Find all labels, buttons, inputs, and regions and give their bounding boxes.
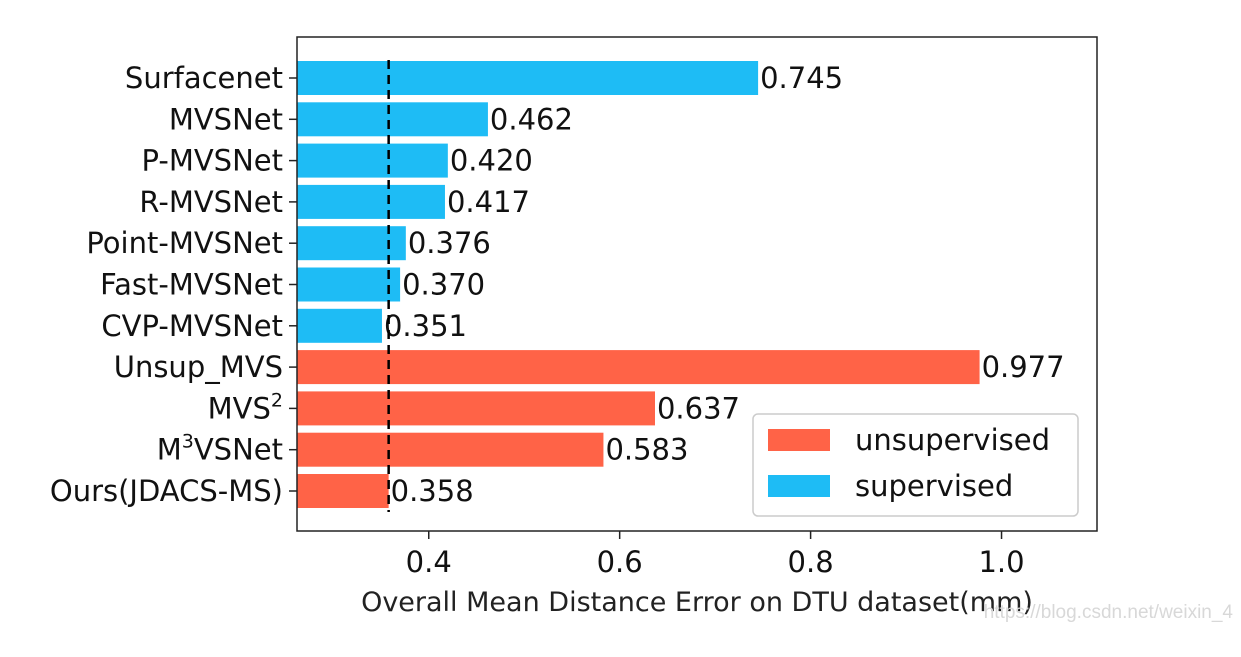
bar [297,102,488,137]
value-label: 0.417 [447,185,530,219]
x-axis-label: Overall Mean Distance Error on DTU datas… [361,587,1033,618]
category-label: MVS2 [208,389,283,425]
category-label-part: CVP-MVSNet [101,309,283,343]
value-label: 0.462 [490,102,573,136]
category-label-part: Point-MVSNet [86,226,283,260]
x-ticks-group: 0.4 0.6 0.8 1.0 [406,531,1025,579]
value-label: 0.358 [391,474,474,508]
category-label-part: Unsup_MVS [114,350,283,384]
category-labels-group: SurfacenetMVSNetP-MVSNetR-MVSNetPoint-MV… [50,61,297,508]
x-tick-label: 0.6 [597,545,643,579]
category-label-superscript: 2 [271,389,283,411]
category-label: Unsup_MVS [114,350,283,384]
value-label: 0.376 [408,226,491,260]
category-label-part: M [157,433,182,467]
category-label-part: Ours(JDACS-MS) [50,474,283,508]
category-label: P-MVSNet [142,144,284,178]
bars-group [297,61,980,508]
category-label: Point-MVSNet [86,226,283,260]
value-label: 0.420 [450,144,533,178]
legend-label: supervised [855,469,1013,503]
category-label-part: MVSNet [169,102,283,136]
bar [297,474,389,508]
category-label-part: R-MVSNet [139,185,283,219]
bar [297,143,448,178]
value-label: 0.745 [760,61,843,95]
value-label: 0.583 [605,433,688,467]
category-label: M3VSNet [157,431,283,467]
value-label: 0.370 [402,268,485,302]
legend-swatch [768,475,830,497]
value-label: 0.977 [982,350,1065,384]
legend-label: unsupervised [855,423,1050,457]
category-label-part: Surfacenet [125,61,283,95]
legend-box [752,413,1079,517]
category-label-superscript: 3 [182,431,194,453]
category-label: CVP-MVSNet [101,309,283,343]
bar [297,350,980,385]
bar [297,184,445,219]
x-tick-label: 1.0 [978,545,1024,579]
category-label: R-MVSNet [139,185,283,219]
x-tick-label: 0.8 [788,545,834,579]
category-label: Ours(JDACS-MS) [50,474,283,508]
watermark-text: https://blog.csdn.net/weixin_4 [983,602,1233,623]
legend: unsupervised supervised [752,413,1079,517]
bar [297,308,382,343]
category-label-part: Fast-MVSNet [100,268,283,302]
bar [297,61,759,95]
category-label: MVSNet [169,102,283,136]
value-label: 0.351 [384,309,467,343]
plot-frame [296,36,1098,532]
legend-swatch [768,429,830,451]
value-label: 0.637 [657,391,740,425]
category-label: Surfacenet [125,61,283,95]
category-label-part: MVS [208,391,271,425]
category-label-part: VSNet [194,433,283,467]
category-label: Fast-MVSNet [100,268,283,302]
bar [297,391,655,426]
bar [297,432,604,467]
value-labels-group: 0.745 0.462 0.420 0.417 0.376 0.370 0.351 0.977… [384,61,1065,508]
x-tick-label: 0.4 [406,545,452,579]
category-label-part: P-MVSNet [142,144,284,178]
bar [297,267,401,302]
